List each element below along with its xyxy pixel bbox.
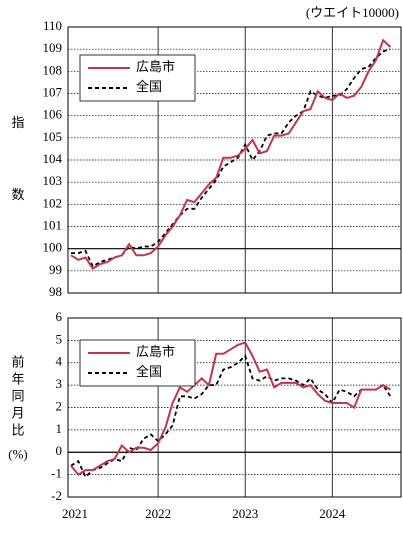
y-tick-label: 105 — [43, 129, 63, 144]
y-axis-label: 前年同月比 — [11, 354, 24, 437]
y-axis-unit: (%) — [8, 446, 28, 461]
y-tick-label: 4 — [56, 354, 63, 369]
y-tick-label: 2 — [56, 398, 63, 413]
series-line — [70, 341, 391, 476]
x-tick-label: 2024 — [319, 506, 346, 521]
legend-label: 広島市 — [136, 344, 175, 359]
y-axis-label: 指数 — [11, 115, 24, 202]
y-tick-label: 101 — [43, 217, 63, 232]
y-tick-label: 0 — [56, 443, 63, 458]
legend-label: 広島市 — [136, 59, 175, 74]
y-tick-label: 6 — [56, 309, 63, 324]
y-tick-label: 103 — [43, 173, 63, 188]
legend-box — [79, 54, 196, 102]
y-tick-label: 102 — [43, 195, 63, 210]
series-line — [70, 354, 392, 479]
y-tick-label: 107 — [43, 84, 63, 99]
x-tick-label: 2021 — [62, 506, 88, 521]
y-tick-label: -2 — [51, 488, 62, 503]
y-tick-label: 1 — [56, 421, 63, 436]
y-tick-label: 108 — [43, 62, 63, 77]
plot-frame — [67, 26, 402, 294]
y-tick-label: 98 — [49, 284, 62, 299]
y-tick-label: 106 — [43, 107, 63, 122]
x-tick-label: 2022 — [145, 506, 171, 521]
weight-note: (ウエイト10000) — [306, 5, 399, 20]
legend-label: 全国 — [136, 79, 162, 94]
y-tick-label: 104 — [43, 151, 63, 166]
y-tick-label: -1 — [51, 466, 62, 481]
y-tick-label: 100 — [43, 240, 63, 255]
y-tick-label: 110 — [43, 18, 62, 33]
y-tick-label: 5 — [56, 331, 63, 346]
legend-label: 全国 — [136, 364, 162, 379]
legend-box — [79, 339, 196, 387]
x-tick-label: 2023 — [232, 506, 258, 521]
y-tick-label: 3 — [56, 376, 63, 391]
series-line — [70, 38, 392, 270]
y-tick-label: 99 — [49, 262, 62, 277]
plot-frame — [67, 317, 402, 498]
y-tick-label: 109 — [43, 40, 63, 55]
